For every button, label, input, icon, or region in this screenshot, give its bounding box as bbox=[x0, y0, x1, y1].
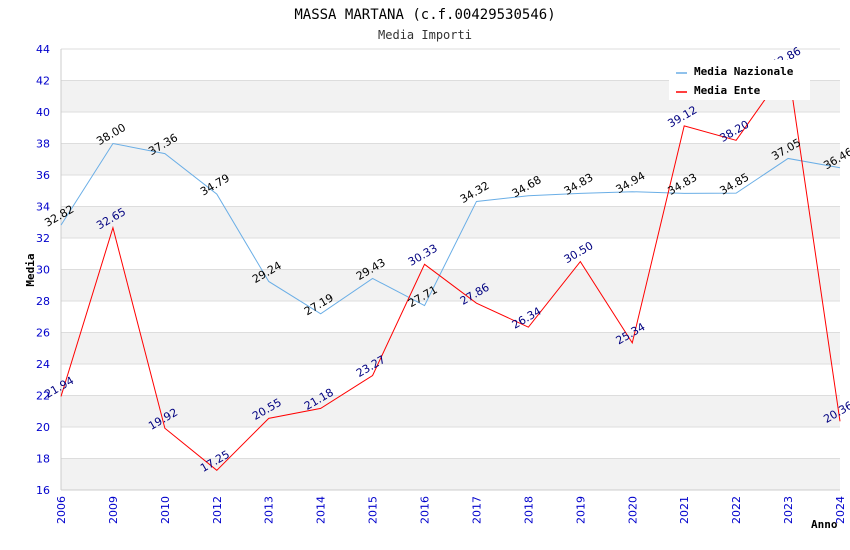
y-tick-label: 42 bbox=[36, 75, 50, 88]
x-tick-label-2022: 2022 bbox=[730, 496, 743, 524]
x-tick-label-2013: 2013 bbox=[263, 496, 276, 524]
x-tick-label-2015: 2015 bbox=[367, 496, 380, 524]
grid-band bbox=[61, 301, 840, 333]
y-tick-label: 18 bbox=[36, 453, 50, 466]
y-tick-label: 22 bbox=[36, 390, 50, 403]
x-tick-label-2014: 2014 bbox=[315, 496, 328, 524]
y-tick-label: 16 bbox=[36, 484, 50, 497]
grid-band bbox=[61, 458, 840, 490]
legend-box bbox=[669, 60, 810, 100]
series-line-media-nazionale bbox=[60, 142, 841, 315]
legend-label-media-ente: Media Ente bbox=[694, 84, 761, 97]
series-group bbox=[60, 65, 841, 471]
x-tick-label-2020: 2020 bbox=[626, 496, 639, 524]
x-tick-label-2019: 2019 bbox=[574, 496, 587, 524]
x-axis-label: Anno bbox=[811, 518, 838, 531]
x-tick-label-2017: 2017 bbox=[470, 496, 483, 524]
grid-band bbox=[61, 143, 840, 175]
x-tick-label-2016: 2016 bbox=[419, 496, 432, 524]
x-axis-ticks: 2006 2009 2010 2012 2013 2014 2015 2016 2017 2018… bbox=[55, 496, 847, 524]
y-tick-label: 20 bbox=[36, 421, 50, 434]
grid-band bbox=[61, 332, 840, 364]
x-tick-label-2012: 2012 bbox=[211, 496, 224, 524]
y-tick-label: 40 bbox=[36, 106, 50, 119]
y-axis-ticks: 16 18 20 22 24 26 28 30 32 34 36 38 40 42 44 bbox=[36, 43, 50, 497]
series-line-media-ente bbox=[60, 65, 841, 471]
x-tick-label-2023: 2023 bbox=[782, 496, 795, 524]
y-tick-label: 32 bbox=[36, 232, 50, 245]
grid-bands bbox=[60, 48, 840, 491]
y-tick-label: 30 bbox=[36, 264, 50, 277]
y-tick-label: 28 bbox=[36, 295, 50, 308]
x-tick-label-2009: 2009 bbox=[107, 496, 120, 524]
grid-band bbox=[61, 395, 840, 427]
grid-band bbox=[61, 175, 840, 207]
x-tick-label-2018: 2018 bbox=[522, 496, 535, 524]
y-tick-label: 38 bbox=[36, 138, 50, 151]
grid-band bbox=[61, 206, 840, 238]
grid-band bbox=[61, 364, 840, 396]
grid-band bbox=[61, 427, 840, 459]
legend: Media Nazionale Media Ente bbox=[669, 60, 810, 100]
grid-band bbox=[61, 269, 840, 301]
y-tick-label: 36 bbox=[36, 169, 50, 182]
grid-band bbox=[61, 112, 840, 144]
y-axis-label: Media bbox=[24, 253, 37, 286]
y-tick-label: 26 bbox=[36, 327, 50, 340]
chart-subtitle: Media Importi bbox=[378, 28, 472, 42]
legend-label-media-nazionale: Media Nazionale bbox=[694, 65, 794, 78]
chart-title: MASSA MARTANA (c.f.00429530546) bbox=[294, 7, 555, 23]
x-tick-label-2006: 2006 bbox=[55, 496, 68, 524]
y-tick-label: 24 bbox=[36, 358, 50, 371]
x-tick-label-2024: 2024 bbox=[834, 496, 847, 524]
y-tick-label: 34 bbox=[36, 201, 50, 214]
x-tick-label-2021: 2021 bbox=[678, 496, 691, 524]
x-tick-label-2010: 2010 bbox=[159, 496, 172, 524]
y-tick-label: 44 bbox=[36, 43, 50, 56]
